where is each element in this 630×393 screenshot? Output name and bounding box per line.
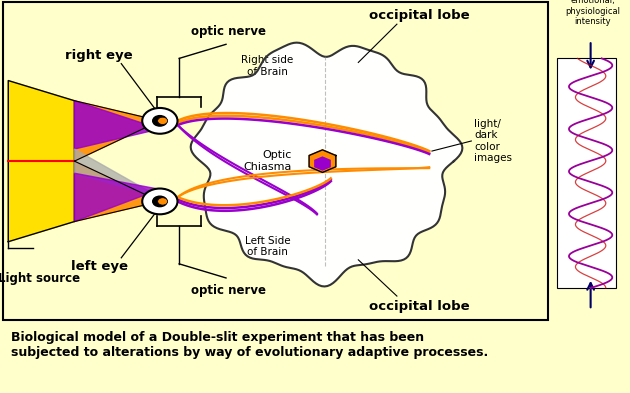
- Polygon shape: [74, 149, 160, 197]
- Circle shape: [152, 196, 167, 207]
- Polygon shape: [74, 173, 160, 222]
- Polygon shape: [74, 161, 160, 222]
- Text: optic nerve: optic nerve: [192, 284, 266, 297]
- Text: occipital lobe: occipital lobe: [369, 9, 469, 22]
- Text: light/
dark
color
images: light/ dark color images: [474, 119, 512, 163]
- Bar: [557, 59, 616, 288]
- Polygon shape: [74, 101, 160, 149]
- Polygon shape: [191, 42, 462, 286]
- Circle shape: [158, 117, 168, 125]
- Text: occipital lobe: occipital lobe: [369, 300, 469, 313]
- Circle shape: [152, 116, 167, 126]
- Text: Right side
of Brain: Right side of Brain: [241, 55, 294, 77]
- Text: left eye: left eye: [71, 260, 128, 273]
- Polygon shape: [315, 157, 330, 170]
- Polygon shape: [8, 81, 74, 242]
- Text: Light source: Light source: [0, 272, 79, 285]
- Circle shape: [142, 189, 178, 214]
- Polygon shape: [309, 150, 336, 173]
- Text: Left Side
of Brain: Left Side of Brain: [244, 236, 290, 257]
- Circle shape: [142, 108, 178, 134]
- Text: mental,
emotional,
physiological
intensity: mental, emotional, physiological intensi…: [565, 0, 620, 26]
- Text: Optic
Chiasma: Optic Chiasma: [244, 151, 292, 172]
- Text: right eye: right eye: [66, 50, 133, 62]
- Polygon shape: [74, 101, 160, 161]
- Text: Biological model of a Double-slit experiment that has been
subjected to alterati: Biological model of a Double-slit experi…: [11, 331, 488, 359]
- Circle shape: [158, 198, 168, 205]
- Text: optic nerve: optic nerve: [192, 25, 266, 38]
